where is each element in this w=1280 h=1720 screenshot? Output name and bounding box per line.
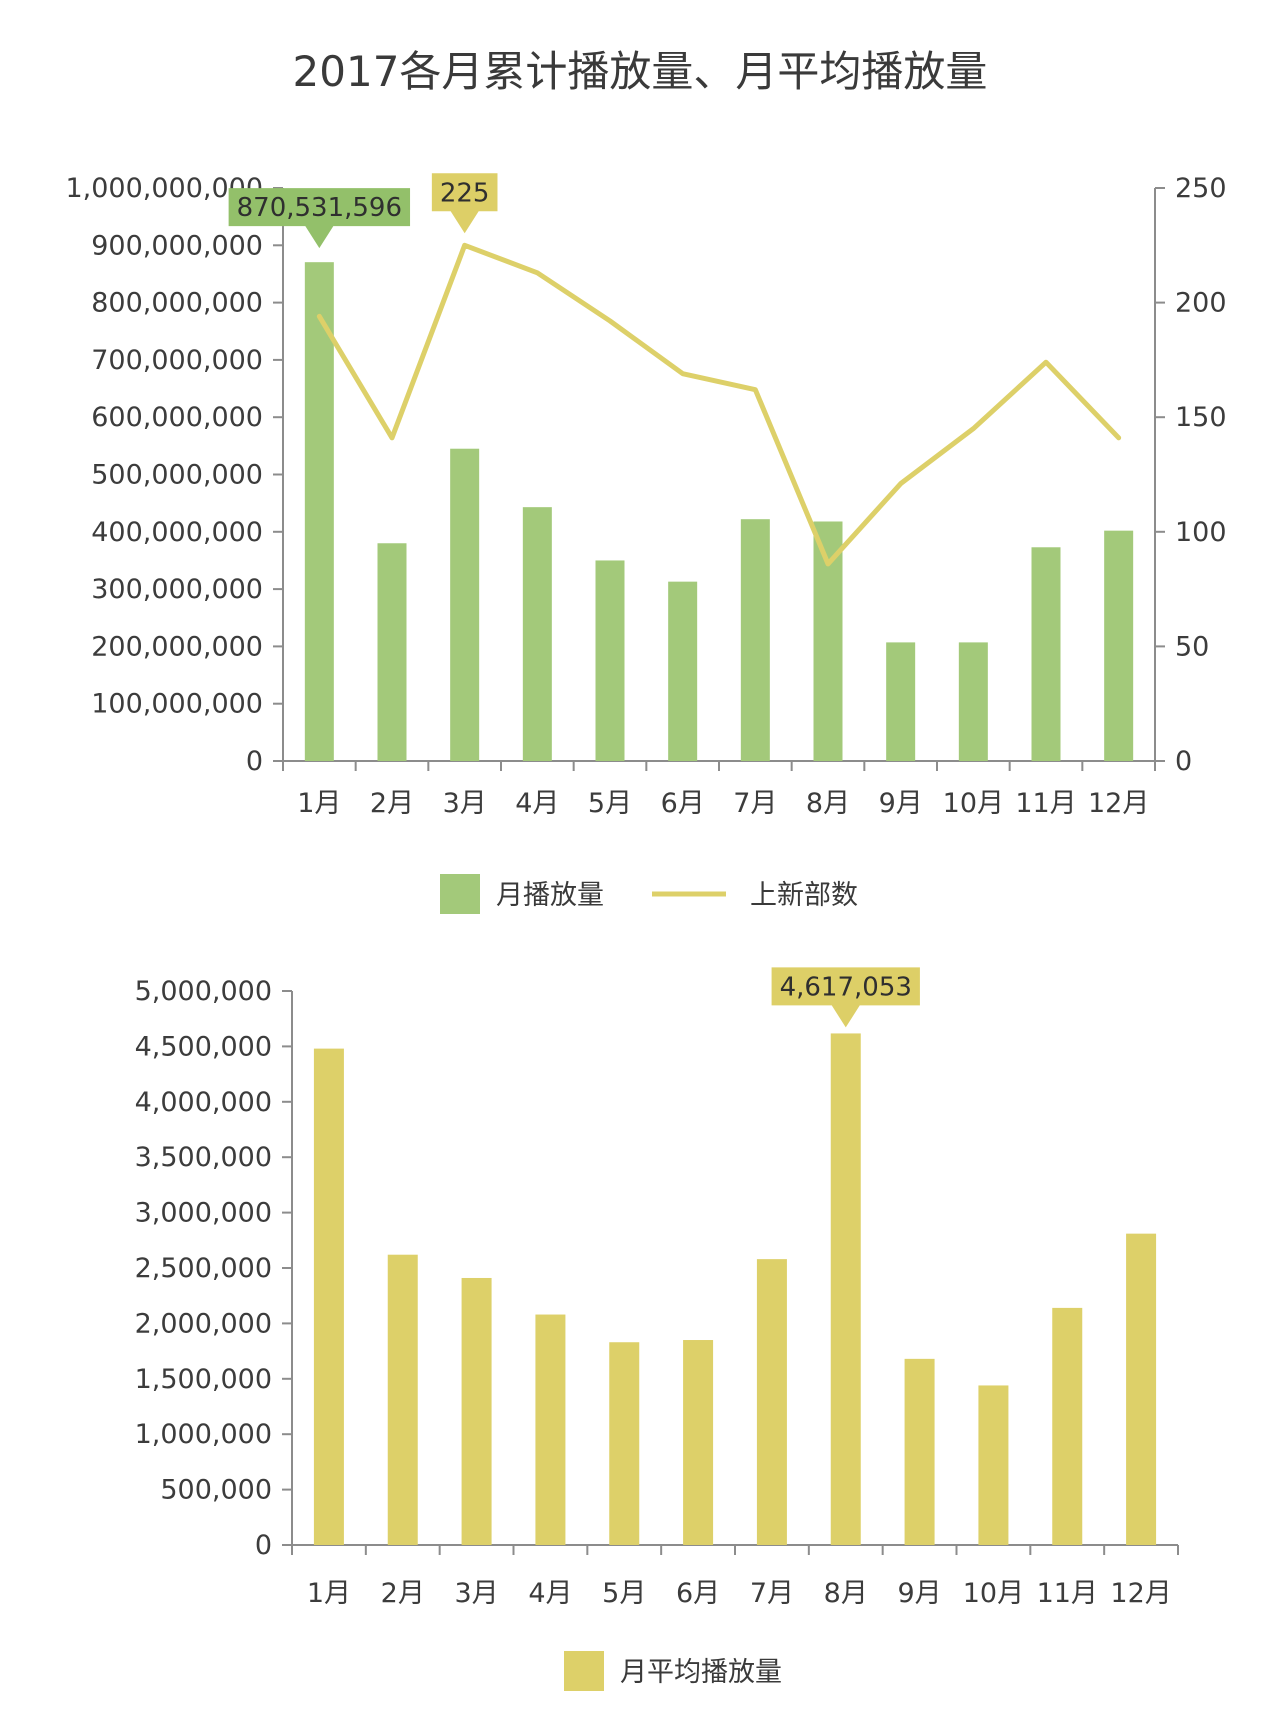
y-tick-label-left: 300,000,000 [91,574,263,605]
bar-monthly-plays [377,543,407,761]
bar-monthly-plays [595,560,625,761]
x-tick-label: 12月 [1088,788,1149,819]
y-tick-label-left: 400,000,000 [91,517,263,548]
x-tick-label-2: 9月 [897,1578,941,1609]
bar-avg-plays [904,1358,935,1545]
y-tick-label-right: 100 [1175,517,1227,548]
legend-label-avg-plays: 月平均播放量 [620,1657,782,1688]
x-tick-label: 3月 [443,788,487,819]
x-tick-label: 8月 [806,788,850,819]
callout-max-avg-text: 4,617,053 [780,972,912,1002]
bar-monthly-plays [668,581,698,761]
y-tick-label-2: 4,500,000 [135,1031,272,1062]
bar-monthly-plays [740,519,770,761]
y-tick-label-left: 800,000,000 [91,288,263,319]
bar-avg-plays [313,1048,344,1545]
bar-monthly-plays [886,642,916,761]
bar-avg-plays [830,1033,861,1545]
y-tick-label-right: 200 [1175,288,1227,319]
callout-max-releases-text: 225 [440,178,490,208]
y-tick-label-left: 0 [246,746,263,777]
x-tick-label: 10月 [943,788,1004,819]
x-tick-label: 11月 [1015,788,1076,819]
bar-avg-plays [387,1254,418,1545]
y-tick-label-left: 700,000,000 [91,345,263,376]
y-tick-label-2: 4,000,000 [135,1087,272,1118]
bar-avg-plays [609,1342,640,1545]
callout-max-releases-box [431,173,498,234]
x-tick-label: 5月 [588,788,632,819]
bar-monthly-plays [958,642,988,761]
callout-max-plays-box [228,188,411,249]
y-tick-label-right: 50 [1175,631,1209,662]
x-tick-label-2: 10月 [963,1578,1024,1609]
bar-avg-plays [978,1385,1009,1545]
y-tick-label-2: 2,500,000 [135,1253,272,1284]
x-tick-label-2: 2月 [381,1578,425,1609]
x-tick-label-2: 11月 [1037,1578,1098,1609]
x-tick-label-2: 12月 [1110,1578,1171,1609]
bar-monthly-plays [1031,547,1061,761]
x-tick-label-2: 5月 [602,1578,646,1609]
bar-avg-plays [683,1340,714,1545]
x-tick-label-2: 1月 [307,1578,351,1609]
y-tick-label-left: 600,000,000 [91,402,263,433]
x-tick-label: 9月 [879,788,923,819]
bar-avg-plays [535,1314,566,1545]
y-tick-label-right: 0 [1175,746,1192,777]
y-tick-label-right: 150 [1175,402,1227,433]
legend-swatch-monthly-plays [440,874,480,914]
y-tick-label-2: 500,000 [160,1475,272,1506]
y-tick-label-2: 5,000,000 [135,976,272,1007]
y-tick-label-2: 0 [255,1530,272,1561]
x-tick-label: 2月 [370,788,414,819]
x-tick-label-2: 3月 [454,1578,498,1609]
bar-monthly-plays [304,262,334,761]
y-tick-label-2: 1,500,000 [135,1364,272,1395]
bar-avg-plays [1052,1307,1083,1545]
y-tick-label-left: 900,000,000 [91,230,263,261]
line-new-releases [316,242,1122,567]
bar-avg-plays [756,1259,787,1545]
x-tick-label-2: 7月 [750,1578,794,1609]
y-tick-label-2: 3,500,000 [135,1142,272,1173]
y-tick-label-2: 1,000,000 [135,1419,272,1450]
y-tick-label-2: 3,000,000 [135,1198,272,1229]
x-tick-label-2: 8月 [824,1578,868,1609]
bar-monthly-plays [522,507,552,761]
bar-monthly-plays [1104,530,1134,761]
bar-avg-plays [461,1277,492,1545]
x-tick-label-2: 4月 [528,1578,572,1609]
y-tick-label-2: 2,000,000 [135,1308,272,1339]
callout-max-avg-box [771,967,920,1028]
chart-title: 2017各月累计播放量、月平均播放量 [292,47,988,96]
bar-monthly-plays [450,448,480,761]
x-tick-label-2: 6月 [676,1578,720,1609]
y-tick-label-left: 200,000,000 [91,631,263,662]
y-tick-label-left: 100,000,000 [91,689,263,720]
bar-avg-plays [1126,1233,1157,1545]
legend-label-new-releases: 上新部数 [750,880,858,911]
x-tick-label: 1月 [297,788,341,819]
legend-label-monthly-plays: 月播放量 [496,880,604,911]
legend-swatch-avg-plays [564,1651,604,1691]
y-tick-label-left: 500,000,000 [91,460,263,491]
x-tick-label: 4月 [515,788,559,819]
x-tick-label: 6月 [661,788,705,819]
callout-max-plays-text: 870,531,596 [237,193,402,223]
y-tick-label-right: 250 [1175,173,1227,204]
x-tick-label: 7月 [733,788,777,819]
